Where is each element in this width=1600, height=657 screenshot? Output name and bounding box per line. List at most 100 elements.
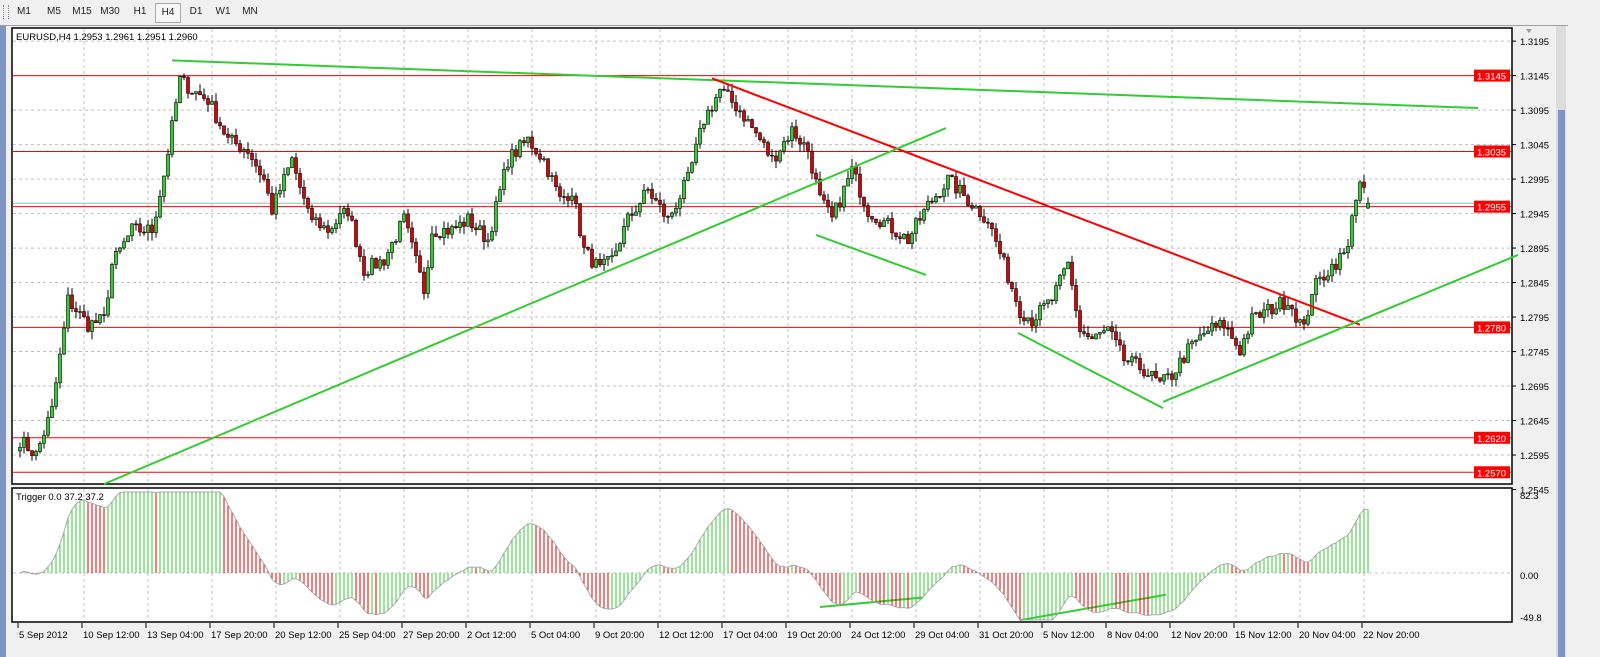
time-tick-label: 31 Oct 20:00 (979, 630, 1033, 641)
bull-candle (686, 171, 690, 181)
bear-candle (986, 221, 990, 224)
bull-candle (914, 218, 918, 234)
bear-candle (1030, 317, 1034, 327)
timeframe-m1-button[interactable]: M1 (17, 6, 31, 17)
bear-candle (762, 139, 766, 143)
trigger-histogram (19, 491, 1369, 621)
bear-candle (894, 232, 898, 237)
bull-candle (958, 185, 962, 194)
timeframe-mn-button[interactable]: MN (242, 6, 258, 17)
bull-candle (942, 188, 946, 197)
bull-candle (778, 150, 782, 162)
bear-candle (266, 178, 270, 194)
bear-candle (222, 125, 226, 135)
bear-candle (754, 127, 758, 134)
bull-candle (442, 228, 446, 238)
bear-candle (534, 148, 538, 155)
price-tick-label: 1.2995 (1520, 175, 1549, 186)
bear-candle (474, 227, 478, 230)
bear-candle (306, 197, 310, 209)
bull-candle (1034, 319, 1038, 327)
bull-candle (1338, 253, 1342, 270)
bear-candle (198, 91, 202, 96)
bull-candle (426, 267, 430, 294)
bear-candle (1018, 301, 1022, 318)
bear-candle (878, 222, 882, 227)
bear-candle (582, 235, 586, 248)
bull-candle (430, 233, 434, 268)
indicator-tick-label: 0.00 (1520, 571, 1539, 582)
timeframe-m15-button[interactable]: M15 (72, 6, 92, 17)
vertical-scrollbar[interactable] (1556, 26, 1566, 657)
bull-candle (330, 228, 334, 233)
bear-candle (142, 231, 146, 234)
bull-candle (1098, 332, 1102, 335)
indicator-trendline[interactable] (819, 596, 924, 608)
time-axis[interactable]: 5 Sep 2012 10 Sep 12:00 13 Sep 04:00 17 Sep… (17, 623, 1420, 641)
bull-candle (910, 233, 914, 244)
green-trendline[interactable] (815, 234, 927, 276)
bull-candle (46, 417, 50, 436)
bear-candle (998, 241, 1002, 255)
price-chart[interactable]: 1.3145 1.3035 1.2955 1.2780 1.2620 1.2570 1.3… (6, 26, 1556, 657)
bull-candle (702, 124, 706, 129)
bull-candle (510, 149, 514, 168)
price-tick-label: 1.2795 (1520, 313, 1549, 324)
timeframe-m5-button[interactable]: M5 (47, 6, 61, 17)
bull-candle (378, 259, 382, 269)
green-trendline[interactable] (1017, 332, 1164, 410)
bear-candle (102, 314, 106, 316)
red-trendline[interactable] (711, 77, 1361, 326)
bull-candle (450, 226, 454, 235)
timeframe-w1-button[interactable]: W1 (215, 6, 231, 17)
bear-candle (350, 215, 354, 221)
bull-candle (1038, 305, 1042, 321)
level-price-badge (1474, 200, 1510, 213)
bull-candle (1206, 330, 1210, 334)
bull-candle (78, 311, 82, 313)
bear-candle (954, 176, 958, 194)
bear-candle (722, 88, 726, 91)
green-trendline[interactable] (171, 59, 1479, 110)
bull-candle (1242, 338, 1246, 356)
bear-candle (962, 185, 966, 196)
bear-candle (794, 126, 798, 139)
bull-candle (1266, 304, 1270, 311)
bear-candle (226, 133, 230, 138)
timeframe-h4-button[interactable]: H4 (155, 3, 181, 23)
bull-candle (162, 175, 166, 197)
bear-candle (82, 311, 86, 317)
bear-candle (866, 205, 870, 217)
timeframe-h1-button[interactable]: H1 (133, 6, 147, 17)
bear-candle (1122, 344, 1126, 362)
shift-marker-icon[interactable] (1526, 29, 1532, 33)
bull-candle (622, 226, 626, 244)
bear-candle (406, 213, 410, 229)
bull-candle (602, 258, 606, 265)
bear-candle (1214, 322, 1218, 327)
bull-candle (690, 162, 694, 173)
bear-candle (770, 154, 774, 157)
bear-candle (190, 93, 194, 95)
bear-candle (186, 77, 190, 94)
bear-candle (522, 140, 526, 144)
bull-candle (634, 211, 638, 216)
bear-candle (446, 228, 450, 235)
bear-candle (1230, 327, 1234, 339)
level-price-label: 1.3145 (1477, 72, 1506, 83)
green-trendline[interactable] (103, 127, 947, 485)
bull-candle (166, 153, 170, 177)
price-axis[interactable]: 1.3195 1.3145 1.3095 1.3045 1.2995 1.2945 1.28… (1512, 37, 1549, 624)
green-trendline[interactable] (1162, 254, 1519, 403)
bull-candle (502, 169, 506, 190)
bear-candle (774, 155, 778, 162)
scrollbar-thumb[interactable] (1558, 110, 1565, 657)
bear-candle (558, 186, 562, 197)
bull-candle (1318, 276, 1322, 279)
bear-candle (566, 196, 570, 201)
bull-candle (146, 224, 150, 233)
timeframe-m30-button[interactable]: M30 (100, 6, 120, 17)
toolbar-grip[interactable] (3, 5, 9, 19)
timeframe-d1-button[interactable]: D1 (189, 6, 203, 17)
bear-candle (1086, 333, 1090, 337)
